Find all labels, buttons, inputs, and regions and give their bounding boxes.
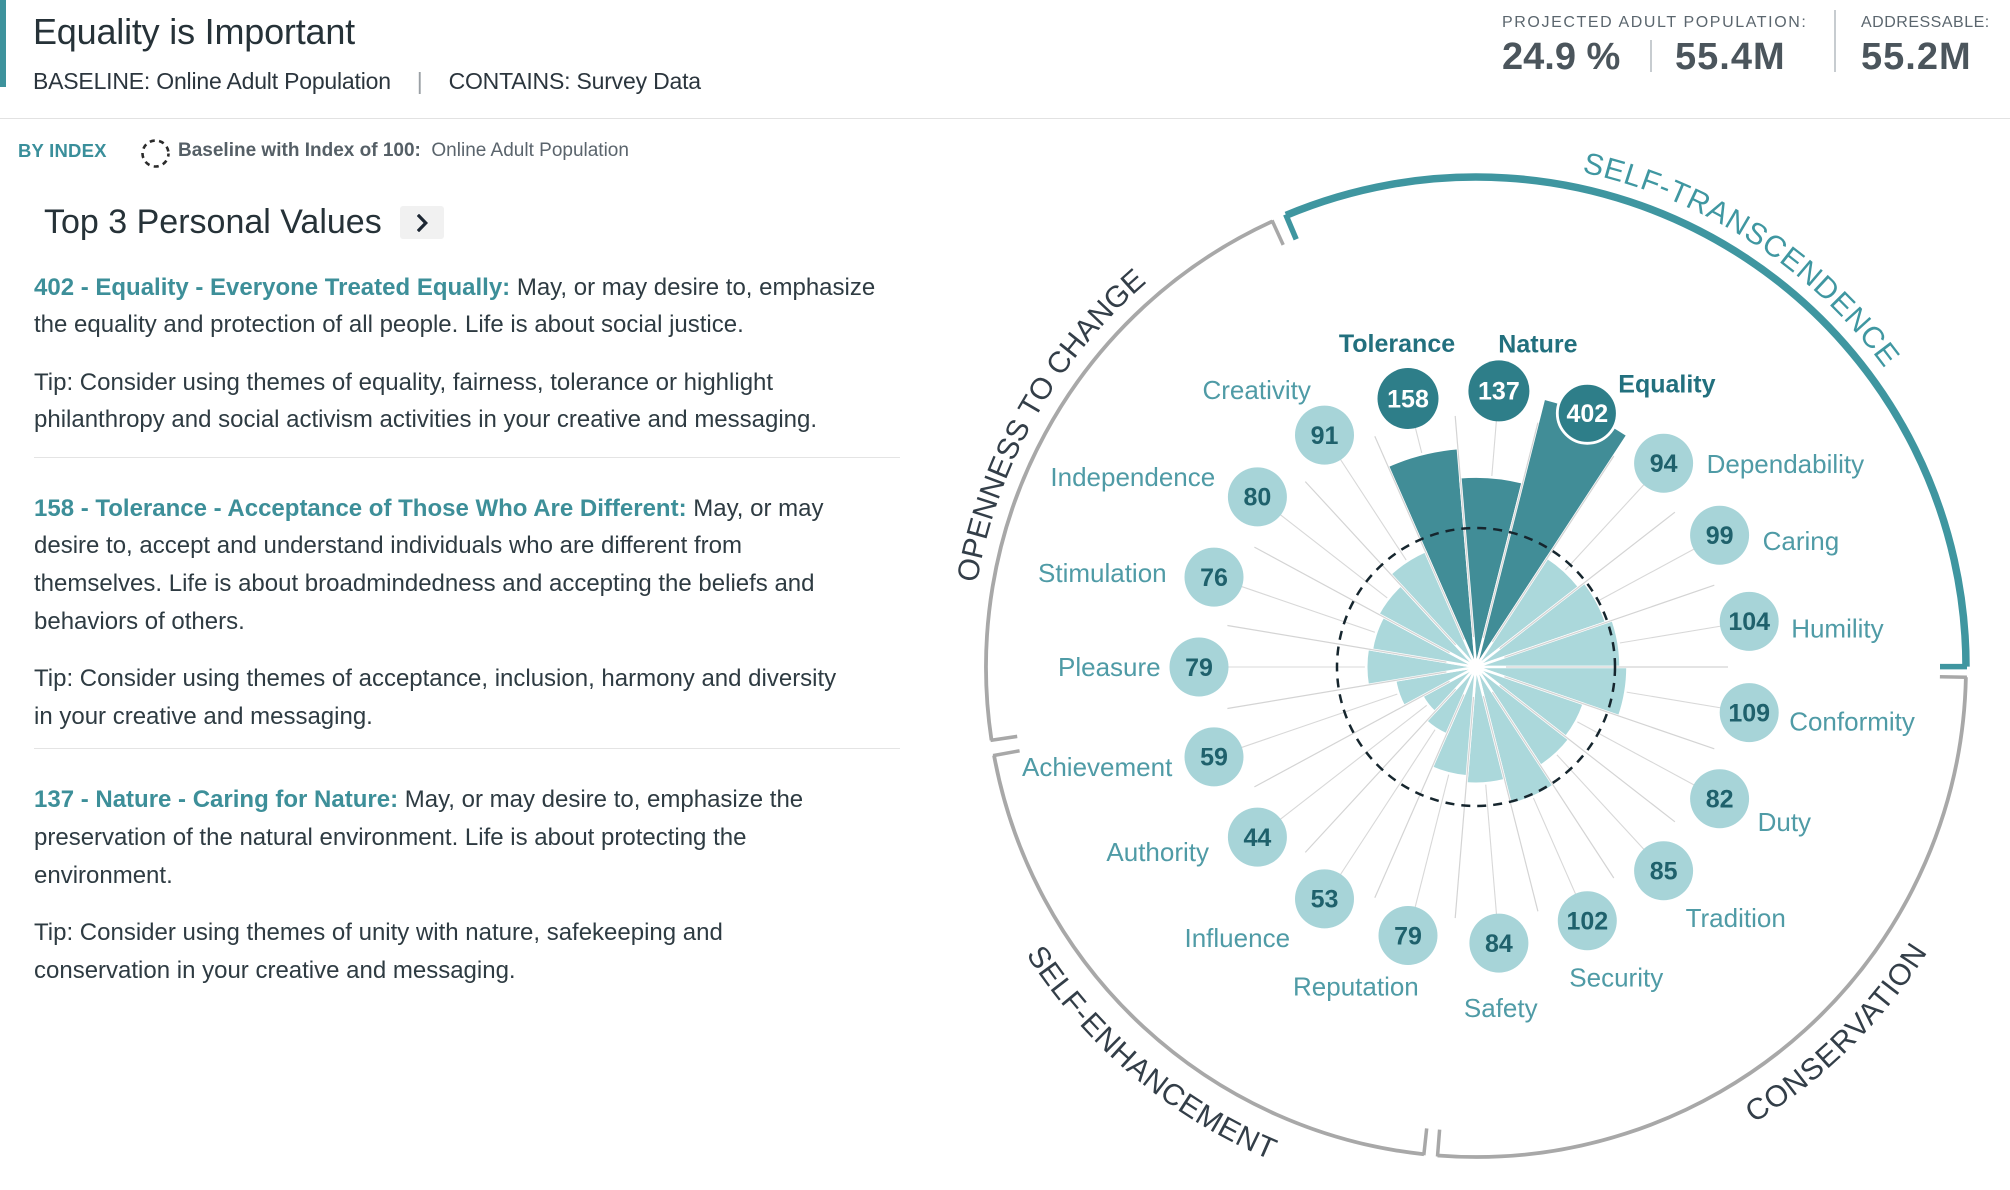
svg-text:82: 82 [1706,786,1734,814]
svg-text:104: 104 [1728,608,1770,636]
svg-text:99: 99 [1706,522,1734,550]
svg-text:79: 79 [1394,922,1422,950]
svg-text:94: 94 [1650,450,1678,478]
svg-text:402: 402 [1566,400,1608,428]
svg-text:Dependability: Dependability [1707,449,1865,479]
svg-text:Equality: Equality [1618,370,1715,398]
svg-text:Influence: Influence [1185,923,1291,953]
svg-text:102: 102 [1566,908,1608,936]
svg-text:Tolerance: Tolerance [1339,330,1455,358]
svg-text:CONSERVATION: CONSERVATION [1740,937,1934,1129]
svg-text:158: 158 [1387,385,1429,413]
svg-text:84: 84 [1485,930,1513,958]
svg-text:59: 59 [1200,744,1228,772]
svg-text:91: 91 [1311,422,1339,450]
svg-text:Achievement: Achievement [1022,752,1173,782]
svg-text:Humility: Humility [1791,613,1883,643]
svg-text:79: 79 [1185,654,1213,682]
svg-text:137: 137 [1478,378,1520,406]
svg-text:Reputation: Reputation [1293,972,1419,1002]
svg-text:Creativity: Creativity [1203,375,1311,405]
svg-text:Caring: Caring [1763,526,1840,556]
svg-text:Nature: Nature [1498,330,1577,358]
svg-text:109: 109 [1728,699,1770,727]
svg-text:Safety: Safety [1464,993,1538,1023]
svg-text:Independence: Independence [1050,462,1215,492]
svg-text:76: 76 [1200,564,1228,592]
svg-text:80: 80 [1243,484,1271,512]
svg-text:53: 53 [1311,886,1339,914]
svg-text:Authority: Authority [1106,837,1209,867]
svg-text:Stimulation: Stimulation [1038,558,1167,588]
svg-text:Duty: Duty [1758,807,1811,837]
svg-text:Security: Security [1569,963,1663,993]
svg-text:Conformity: Conformity [1789,707,1915,737]
svg-text:Tradition: Tradition [1686,903,1786,933]
svg-text:85: 85 [1650,858,1678,886]
svg-text:Pleasure: Pleasure [1058,652,1161,682]
svg-text:44: 44 [1243,824,1271,852]
svg-text:SELF-ENHANCEMENT: SELF-ENHANCEMENT [1020,940,1281,1167]
